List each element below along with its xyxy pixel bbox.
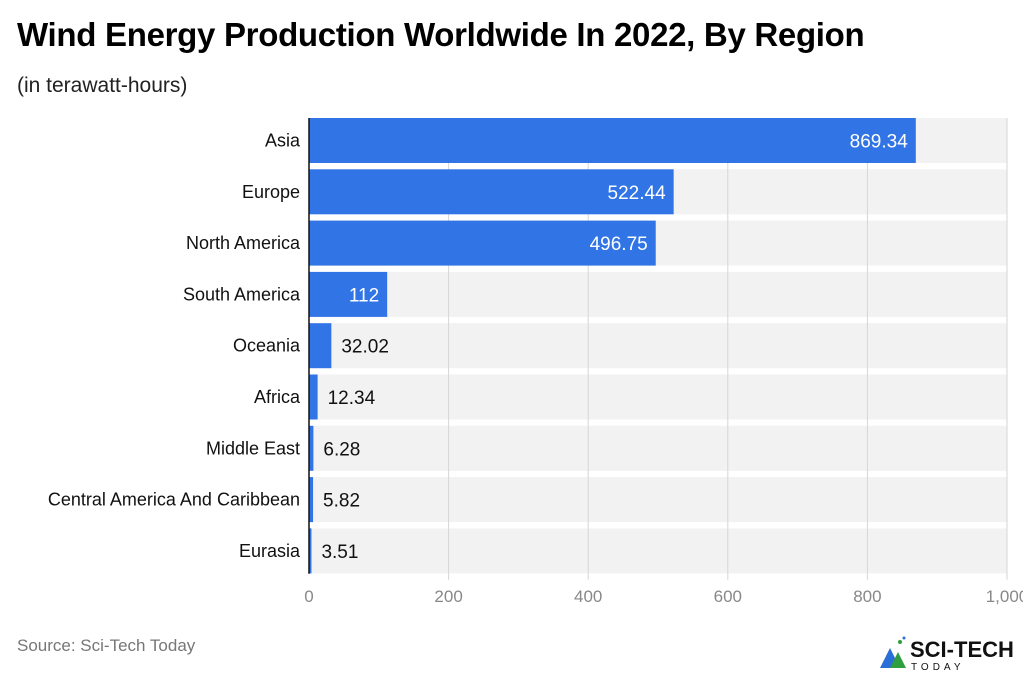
bar — [309, 528, 312, 574]
source-note: Source: Sci-Tech Today — [17, 636, 196, 655]
data-label: 5.82 — [323, 491, 360, 512]
row-band — [309, 271, 1007, 317]
x-tick-label: 400 — [574, 587, 602, 606]
data-label: 32.02 — [341, 337, 389, 358]
data-label: 496.75 — [590, 234, 648, 255]
x-tick-label: 200 — [434, 587, 462, 606]
bar-chart: 0 200 400 600 800 1,000 Asia 869.34 Europe 522.44… — [48, 118, 1023, 606]
category-label: Europe — [242, 182, 300, 202]
data-label: 869.34 — [850, 132, 909, 153]
svg-text:SCI-TECH: SCI-TECH — [910, 637, 1014, 662]
chart-subtitle: (in terawatt-hours) — [17, 74, 188, 97]
category-label: Asia — [265, 131, 301, 151]
data-label: 6.28 — [323, 439, 360, 460]
category-label: Oceania — [233, 336, 301, 356]
svg-text:TODAY: TODAY — [911, 662, 965, 672]
category-label: South America — [183, 284, 301, 304]
data-label: 522.44 — [608, 183, 667, 204]
bar — [309, 118, 916, 163]
bar — [309, 477, 314, 523]
category-label: North America — [186, 233, 301, 253]
category-label: Eurasia — [239, 541, 301, 561]
x-tick-label: 0 — [304, 587, 313, 606]
bar — [309, 169, 674, 215]
data-label: 112 — [349, 285, 379, 306]
x-tick-label: 800 — [853, 587, 881, 606]
bar — [309, 220, 656, 266]
bar — [309, 323, 332, 369]
bar — [309, 374, 318, 420]
sci-tech-today-logo: SCI-TECH TODAY — [880, 636, 1014, 672]
chart-title: Wind Energy Production Worldwide In 2022… — [17, 16, 865, 53]
x-tick-label: 600 — [714, 587, 742, 606]
row-band — [309, 528, 1007, 574]
row-band — [309, 477, 1007, 523]
x-tick-label: 1,000 — [986, 587, 1023, 606]
category-label: Central America And Caribbean — [48, 490, 300, 510]
category-label: Middle East — [206, 438, 300, 458]
row-band — [309, 425, 1007, 471]
data-label: 3.51 — [321, 542, 358, 563]
category-label: Africa — [254, 387, 301, 407]
bar — [309, 271, 388, 317]
row-band — [309, 374, 1007, 420]
row-band — [309, 323, 1007, 369]
bar — [309, 425, 314, 471]
data-label: 12.34 — [328, 388, 376, 409]
